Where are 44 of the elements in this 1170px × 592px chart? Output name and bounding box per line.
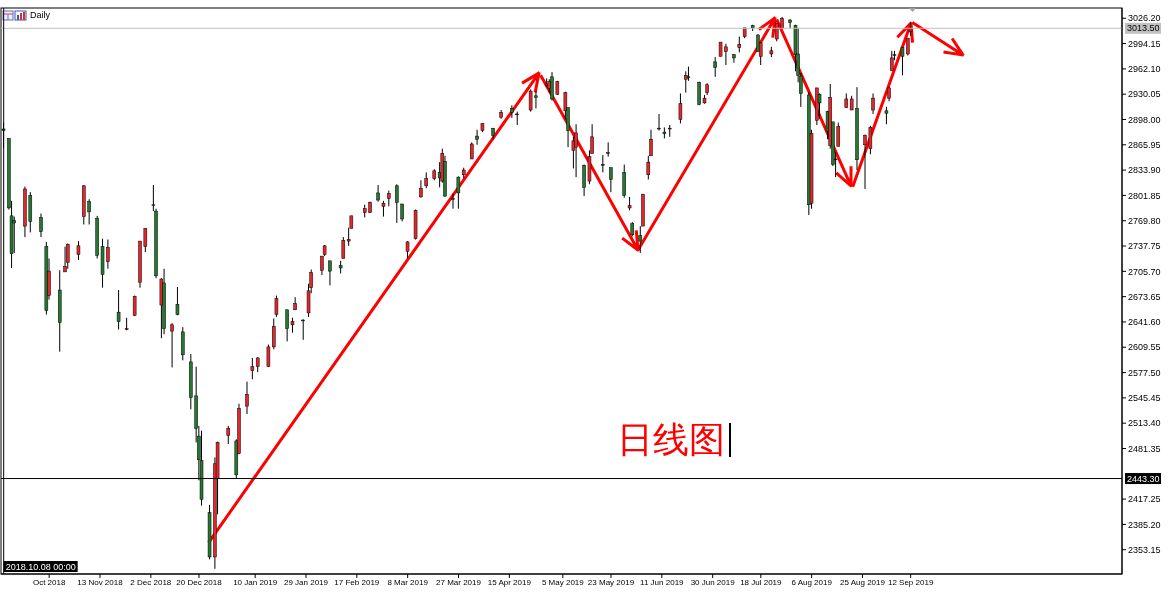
y-tick-label: 2994.15 <box>1128 38 1161 49</box>
y-tick-label: 2930.05 <box>1128 89 1161 100</box>
y-tick-label: 2962.10 <box>1128 64 1161 75</box>
y-tick-label: 2898.00 <box>1128 114 1161 125</box>
y-tick-label: 2641.60 <box>1128 317 1161 328</box>
y-tick-label: 2417.25 <box>1128 494 1161 505</box>
y-tick-label: 2481.35 <box>1128 443 1161 454</box>
y-tick-label: 3026.20 <box>1128 13 1161 24</box>
x-tick-label: 11 Jun 2019 <box>640 577 685 587</box>
y-tick-label: 2737.75 <box>1128 241 1161 252</box>
x-tick-label: 15 Apr 2019 <box>487 577 532 587</box>
ref-line-label: 3013.50 <box>1127 23 1160 34</box>
x-tick-label: 18 Jul 2019 <box>740 577 783 587</box>
x-tick-label: 2 Dec 2018 <box>130 577 172 587</box>
x-tick-label: 29 Jan 2019 <box>283 577 329 587</box>
y-tick-label: 2609.55 <box>1128 342 1161 353</box>
y-tick-label: 2801.85 <box>1128 190 1161 201</box>
y-tick-label: 2577.50 <box>1128 367 1161 378</box>
x-tick-label: 25 Aug 2019 <box>840 577 886 587</box>
y-tick-label: 2545.45 <box>1128 393 1161 404</box>
x-tick-label: 8 Mar 2019 <box>387 577 429 587</box>
y-tick-label: 2865.95 <box>1128 140 1161 150</box>
y-tick-label: 2833.90 <box>1128 165 1161 176</box>
y-tick-label: 2769.80 <box>1128 215 1161 226</box>
y-tick-label: 2673.65 <box>1128 291 1161 302</box>
y-tick-label: 2705.70 <box>1128 266 1161 277</box>
ref-line-label: 2443.30 <box>1127 473 1160 484</box>
x-tick-label: 13 Nov 2018 <box>77 577 124 587</box>
x-tick-label: 17 Feb 2019 <box>334 577 380 587</box>
x-tick-label: 5 May 2019 <box>541 577 585 587</box>
x-tick-label: 27 Mar 2019 <box>436 577 482 587</box>
chart-title: Daily <box>30 10 51 21</box>
x-tick-label: 23 May 2019 <box>587 577 635 587</box>
y-tick-label: 2513.40 <box>1128 418 1161 429</box>
y-tick-label: 2353.15 <box>1128 544 1161 555</box>
x-tick-label: 10 Jan 2019 <box>233 577 278 587</box>
x-tick-label: Oct 2018 <box>32 577 66 587</box>
annotation: 日线图 <box>617 420 725 460</box>
y-tick-label: 2385.20 <box>1128 519 1161 530</box>
x-tick-label: 6 Aug 2019 <box>791 577 833 587</box>
x-tick-label: 12 Sep 2019 <box>887 577 934 587</box>
x-tick-label: 30 Jun 2019 <box>690 577 736 587</box>
x-tick-label: 20 Dec 2018 <box>176 577 223 587</box>
ref-line-label: 2018.10.08 00:00 <box>5 561 76 572</box>
